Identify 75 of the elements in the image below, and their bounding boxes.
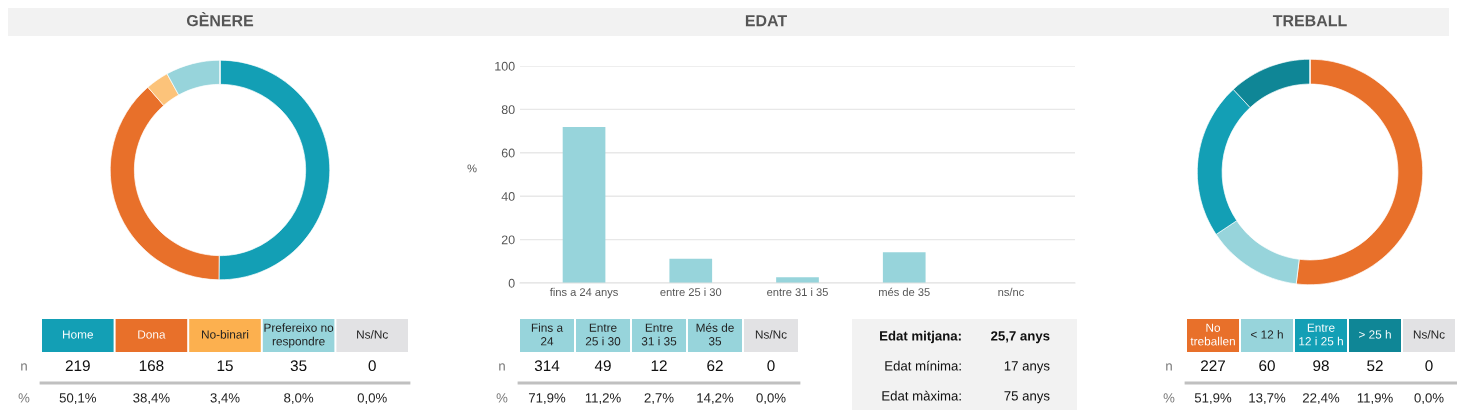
text: % xyxy=(496,393,508,403)
text: < 12 h xyxy=(1251,330,1283,339)
x-tick-label: entre 31 i 35 xyxy=(767,287,828,297)
text: % xyxy=(18,393,30,403)
text: Edat màxima: xyxy=(882,390,961,401)
text: 75 anys xyxy=(1004,391,1050,404)
text: n xyxy=(21,363,27,371)
text: n xyxy=(499,363,505,371)
text: 0,0% xyxy=(756,393,786,405)
chart-title: EDAT xyxy=(745,15,787,27)
text: 71,9% xyxy=(528,393,566,405)
x-tick-label: fins a 24 anys xyxy=(549,287,618,299)
y-tick-label: 100 xyxy=(495,61,515,71)
x-tick-label: ns/nc xyxy=(998,287,1024,297)
text: Ns/Nc xyxy=(755,330,787,339)
y-tick-label: 20 xyxy=(501,235,515,245)
text: 13,7% xyxy=(1249,393,1286,405)
text: 38,4% xyxy=(133,393,170,405)
bar xyxy=(562,126,606,283)
text: 2,7% xyxy=(644,393,674,405)
text: 51,9% xyxy=(1194,393,1232,405)
chart-title: TREBALL xyxy=(1272,15,1347,27)
chart-title: GÈNERE xyxy=(186,11,254,27)
y-tick-label: 40 xyxy=(501,192,515,201)
text: Ns/Nc xyxy=(1413,330,1445,339)
text: 219 xyxy=(65,360,90,372)
text: 14,2% xyxy=(697,393,734,405)
text: 0,0% xyxy=(357,393,387,405)
text: 60 xyxy=(1259,360,1275,372)
y-tick-label: 60 xyxy=(501,148,515,158)
text: 15 xyxy=(217,360,233,372)
text: 98 xyxy=(1313,360,1329,372)
text: 168 xyxy=(139,360,164,372)
text: Prefereixo no respondre xyxy=(264,323,334,348)
x-tick-label: més de 35 xyxy=(879,287,930,297)
text: 3,4% xyxy=(210,393,240,405)
text: n xyxy=(1166,363,1172,371)
text: Fins a 24 xyxy=(531,323,564,346)
text: 0 xyxy=(1425,360,1433,372)
text: 11,2% xyxy=(585,393,621,405)
text: 49 xyxy=(594,360,611,372)
text: 0 xyxy=(767,360,775,372)
text: 17 anys xyxy=(1004,361,1050,374)
text: 62 xyxy=(707,360,723,372)
text: 22,4% xyxy=(1302,393,1340,405)
text: 0 xyxy=(368,360,376,372)
text: 8,0% xyxy=(284,393,314,405)
text: 35 xyxy=(290,360,307,372)
text: 227 xyxy=(1201,360,1225,371)
text: 0,0% xyxy=(1414,393,1444,405)
text: Entre 31 i 35 xyxy=(641,323,677,346)
text: No-binari xyxy=(202,330,249,339)
text: Més de 35 xyxy=(696,323,734,346)
text: % xyxy=(1163,393,1175,403)
text: 12 xyxy=(651,360,667,371)
text: > 25 h xyxy=(1359,330,1391,339)
text: 50,1% xyxy=(59,393,97,405)
text: 314 xyxy=(534,360,560,372)
text: No treballen xyxy=(1190,323,1235,346)
text: 25,7 anys xyxy=(991,331,1050,344)
text: Edat mínima: xyxy=(885,360,961,371)
bar xyxy=(882,252,926,283)
y-tick-label: 0 xyxy=(508,278,515,288)
y-tick-label: 80 xyxy=(501,105,515,115)
bar xyxy=(669,258,713,283)
text: Home xyxy=(63,330,94,339)
x-tick-label: entre 25 i 30 xyxy=(660,287,722,297)
text: Edat mitjana: xyxy=(880,330,961,344)
text: Ns/Nc xyxy=(357,330,388,339)
text: Entre 25 i 30 xyxy=(585,323,621,346)
y-axis-title: % xyxy=(467,164,477,173)
text: Dona xyxy=(138,330,166,339)
text: 52 xyxy=(1367,360,1383,372)
text: 11,9% xyxy=(1357,393,1393,405)
text: Entre 12 i 25 h xyxy=(1299,323,1343,346)
